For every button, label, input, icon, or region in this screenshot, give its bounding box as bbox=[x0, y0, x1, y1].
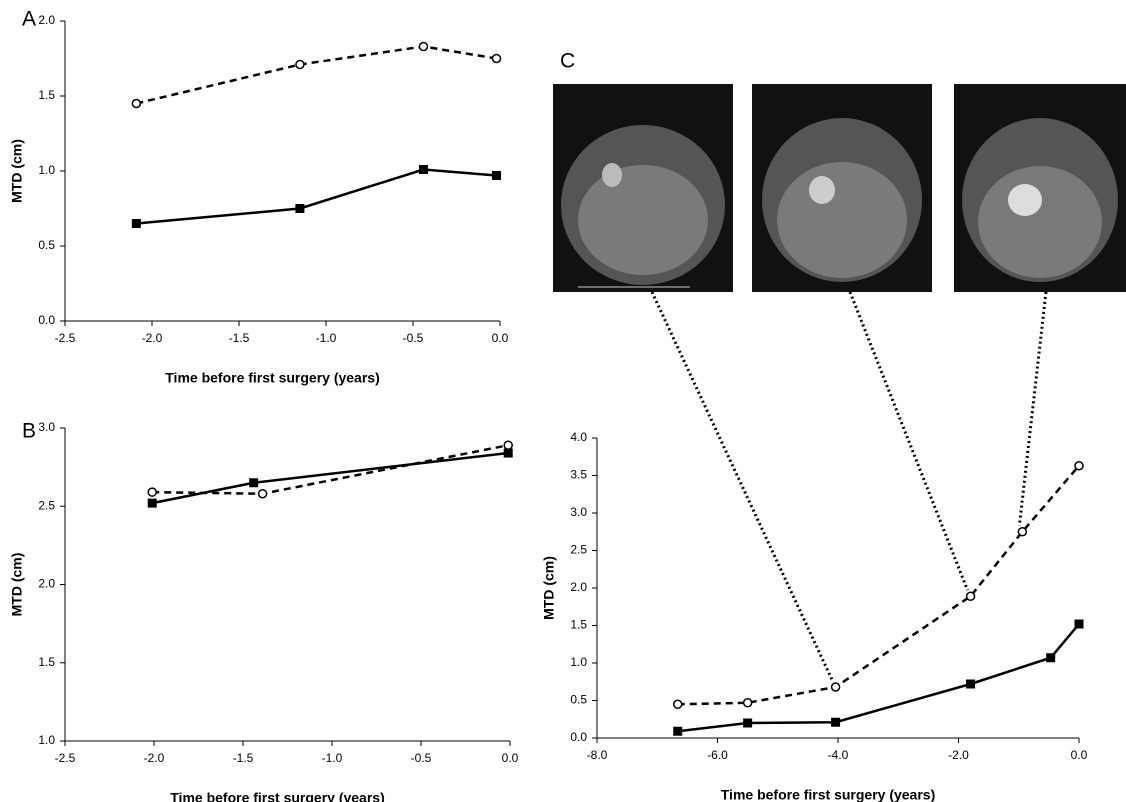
marker bbox=[295, 204, 304, 213]
y-tick-label: 3.0 bbox=[570, 505, 587, 519]
x-tick-label: 0.0 bbox=[492, 331, 509, 345]
x-tick-label: -2.0 bbox=[144, 751, 165, 765]
marker bbox=[419, 165, 428, 174]
x-tick-label: -1.5 bbox=[229, 331, 250, 345]
marker bbox=[967, 592, 975, 600]
panel-label: B bbox=[22, 420, 36, 443]
x-tick-label: -8.0 bbox=[587, 748, 608, 762]
mri-tumor bbox=[809, 176, 835, 204]
marker bbox=[1075, 462, 1083, 470]
mri-tumor bbox=[602, 163, 622, 187]
marker bbox=[966, 680, 975, 689]
mri-tumor bbox=[1008, 184, 1042, 216]
mri-images bbox=[553, 84, 1126, 292]
marker bbox=[492, 171, 501, 180]
marker bbox=[493, 55, 501, 63]
x-tick-label: -0.5 bbox=[411, 751, 432, 765]
mri-brain bbox=[578, 165, 708, 275]
y-tick-label: 1.5 bbox=[570, 618, 587, 632]
marker bbox=[1018, 528, 1026, 536]
marker bbox=[831, 718, 840, 727]
connector bbox=[1019, 292, 1046, 526]
marker bbox=[296, 61, 304, 69]
y-tick-label: 0.5 bbox=[570, 693, 587, 707]
x-tick-label: -4.0 bbox=[828, 748, 849, 762]
marker bbox=[674, 700, 682, 708]
y-axis-title: MTD (cm) bbox=[9, 139, 25, 203]
connector bbox=[652, 292, 833, 681]
panel-label: A bbox=[22, 8, 36, 31]
x-axis-title: Time before first surgery (years) bbox=[165, 370, 380, 386]
marker bbox=[148, 499, 157, 508]
series-line bbox=[678, 624, 1079, 731]
x-tick-label: 0.0 bbox=[502, 751, 519, 765]
marker bbox=[259, 490, 267, 498]
y-tick-label: 3.0 bbox=[38, 420, 55, 434]
mri-brain bbox=[978, 166, 1102, 278]
series-line bbox=[136, 170, 496, 224]
x-tick-label: -6.0 bbox=[707, 748, 728, 762]
marker bbox=[249, 478, 258, 487]
series-line bbox=[152, 445, 508, 494]
x-tick-label: -2.5 bbox=[55, 751, 76, 765]
series-line bbox=[152, 453, 508, 503]
marker bbox=[504, 449, 513, 458]
series-line bbox=[136, 47, 496, 104]
x-tick-label: -2.0 bbox=[142, 331, 163, 345]
y-tick-label: 1.5 bbox=[38, 655, 55, 669]
marker bbox=[419, 43, 427, 51]
x-tick-label: -2.5 bbox=[55, 331, 76, 345]
marker bbox=[673, 727, 682, 736]
connector bbox=[850, 292, 968, 590]
y-tick-label: 2.0 bbox=[570, 580, 587, 594]
mri-brain bbox=[777, 162, 907, 278]
x-tick-label: -1.0 bbox=[316, 331, 337, 345]
y-tick-label: 2.0 bbox=[38, 577, 55, 591]
x-tick-label: -2.0 bbox=[948, 748, 969, 762]
figure: A 0.0 0.5 1.0 1.5 2.0 -2.5 -2.0 -1.5 -1.0 -0.5 0.0 T… bbox=[0, 0, 1126, 802]
panel-label: C bbox=[560, 50, 575, 73]
marker bbox=[132, 219, 141, 228]
x-tick-label: -0.5 bbox=[403, 331, 424, 345]
marker bbox=[832, 683, 840, 691]
marker bbox=[132, 100, 140, 108]
y-tick-label: 2.5 bbox=[570, 543, 587, 557]
marker bbox=[1046, 653, 1055, 662]
y-tick-label: 3.5 bbox=[570, 468, 587, 482]
marker bbox=[1075, 620, 1084, 629]
y-tick-label: 2.0 bbox=[38, 13, 55, 27]
y-tick-label: 1.0 bbox=[38, 163, 55, 177]
marker bbox=[744, 699, 752, 707]
y-tick-label: 0.5 bbox=[38, 238, 55, 252]
marker bbox=[743, 719, 752, 728]
x-tick-label: -1.5 bbox=[233, 751, 254, 765]
marker bbox=[148, 488, 156, 496]
y-tick-label: 4.0 bbox=[570, 430, 587, 444]
y-tick-label: 1.0 bbox=[570, 655, 587, 669]
y-tick-label: 1.0 bbox=[38, 733, 55, 747]
y-axis-title: MTD (cm) bbox=[9, 553, 25, 617]
y-axis-title: MTD (cm) bbox=[541, 556, 557, 620]
x-axis-title: Time before first surgery (years) bbox=[721, 787, 936, 802]
y-tick-label: 0.0 bbox=[570, 730, 587, 744]
y-tick-label: 0.0 bbox=[38, 313, 55, 327]
y-tick-label: 2.5 bbox=[38, 498, 55, 512]
marker bbox=[504, 441, 512, 449]
x-tick-label: 0.0 bbox=[1071, 748, 1088, 762]
y-tick-label: 1.5 bbox=[38, 88, 55, 102]
x-axis-title: Time before first surgery (years) bbox=[170, 790, 385, 802]
x-tick-label: -1.0 bbox=[322, 751, 343, 765]
